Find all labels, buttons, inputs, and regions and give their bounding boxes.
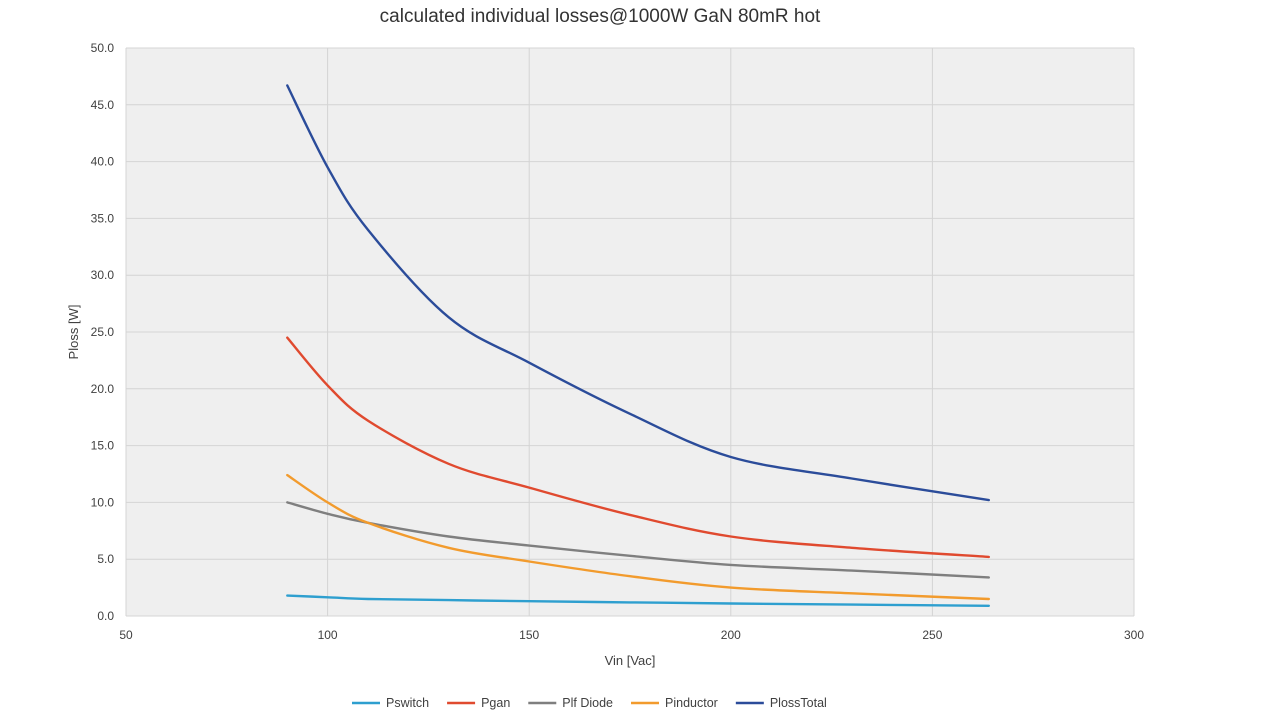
series-line-pswitch xyxy=(286,594,990,607)
series-line-pgan xyxy=(286,336,990,559)
chart-title: calculated individual losses@1000W GaN 8… xyxy=(380,6,821,27)
legend-item-pswitch: Pswitch xyxy=(352,696,429,710)
y-tick-label: 10.0 xyxy=(91,495,115,509)
x-tick-label: 100 xyxy=(318,628,338,642)
y-tick-label: 25.0 xyxy=(91,325,115,339)
legend-label: Pinductor xyxy=(665,696,718,710)
series-lines xyxy=(286,84,990,607)
tick-labels: 0.0 5.0 10.0 15.0 20.0 25.0 30.0 35.0 40.0 45.0 50… xyxy=(91,41,1145,642)
legend-item-pinductor: Pinductor xyxy=(631,696,718,710)
x-tick-label: 150 xyxy=(519,628,539,642)
y-tick-label: 50.0 xyxy=(91,41,115,55)
legend-label: Pgan xyxy=(481,696,510,710)
y-tick-label: 45.0 xyxy=(91,98,115,112)
series-line-plosstotal xyxy=(286,84,990,502)
x-tick-label: 250 xyxy=(922,628,942,642)
x-tick-label: 50 xyxy=(119,628,133,642)
legend-label: Pswitch xyxy=(386,696,429,710)
legend-item-pgan: Pgan xyxy=(447,696,510,710)
x-axis-label: Vin [Vac] xyxy=(605,653,656,668)
legend-label: Plf Diode xyxy=(562,696,613,710)
y-tick-label: 40.0 xyxy=(91,155,115,169)
series-line-pinductor xyxy=(286,473,990,601)
x-tick-label: 300 xyxy=(1124,628,1144,642)
y-tick-label: 30.0 xyxy=(91,268,115,282)
gridlines xyxy=(125,47,1135,617)
y-tick-label: 0.0 xyxy=(97,609,114,623)
y-tick-label: 20.0 xyxy=(91,382,115,396)
x-tick-label: 200 xyxy=(721,628,741,642)
y-tick-label: 5.0 xyxy=(97,552,114,566)
y-axis-label: Ploss [W] xyxy=(66,305,81,360)
legend-label: PlossTotal xyxy=(770,696,827,710)
series-line-plf-diode xyxy=(286,501,990,579)
legend-item-plosstotal: PlossTotal xyxy=(735,696,827,710)
y-tick-label: 15.0 xyxy=(91,439,115,453)
legend: Pswitch Pgan Plf Diode Pinductor PlossTotal xyxy=(352,696,827,710)
legend-item-plf-diode: Plf Diode xyxy=(528,696,613,710)
y-tick-label: 35.0 xyxy=(91,211,115,225)
